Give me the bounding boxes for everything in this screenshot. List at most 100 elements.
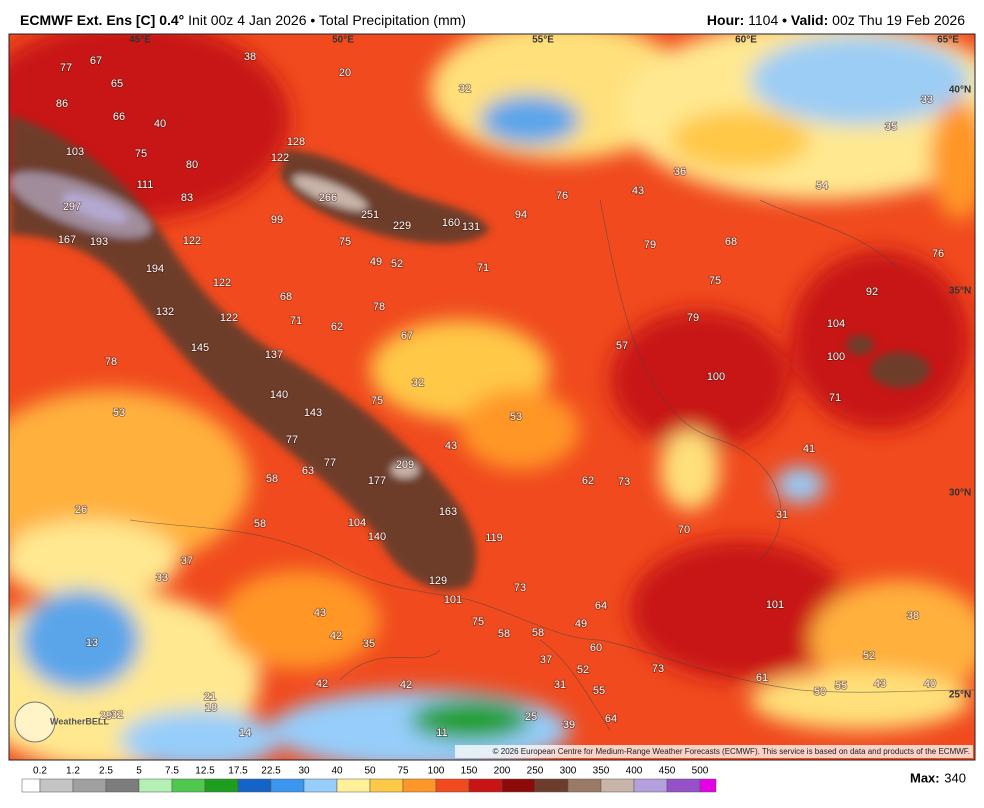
colorbar-swatch (666, 778, 701, 793)
precip-value: 42 (330, 630, 342, 642)
map-field (9, 34, 975, 760)
valid: 00z Thu 19 Feb 2026 (832, 12, 965, 28)
precip-value: 36 (674, 166, 686, 178)
precip-value: 38 (244, 51, 256, 63)
precip-value: 53 (113, 407, 125, 419)
colorbar-swatch (567, 778, 602, 793)
precip-value: 76 (932, 248, 944, 260)
credit: © 2026 European Centre for Medium-Range … (493, 747, 970, 756)
precip-value: 43 (445, 440, 457, 452)
hour: 1104 (748, 12, 778, 28)
colorbar-swatch (336, 778, 371, 793)
colorbar-swatch (204, 778, 239, 793)
precip-value: 35 (363, 638, 375, 650)
colorbar-swatch (21, 778, 41, 793)
precip-value: 101 (766, 599, 784, 611)
logo-badge (14, 701, 56, 743)
precip-value: 104 (348, 517, 366, 529)
precip-value: 66 (113, 111, 125, 123)
precip-value: 77 (286, 434, 298, 446)
precip-value: 163 (439, 506, 457, 518)
colorbar-swatch (72, 778, 107, 793)
precip-value: 43 (632, 185, 644, 197)
precip-value: 54 (816, 180, 828, 192)
colorbar-swatch (105, 778, 140, 793)
precip-value: 63 (302, 465, 314, 477)
longitude-label: 60°E (735, 35, 757, 46)
precip-value: 71 (477, 262, 489, 274)
precip-value: 67 (401, 330, 413, 342)
precip-value: 39 (563, 719, 575, 731)
precip-value: 71 (290, 315, 302, 327)
precip-value: 101 (444, 594, 462, 606)
colorbar-label: 150 (461, 766, 478, 777)
colorbar-swatch (303, 778, 338, 793)
precip-value: 122 (271, 152, 289, 164)
precip-value: 78 (105, 356, 117, 368)
precip-value: 52 (577, 664, 589, 676)
colorbar-label: 300 (560, 766, 577, 777)
precip-value: 25 (525, 711, 537, 723)
precip-value: 32 (459, 83, 471, 95)
precip-value: 77 (60, 62, 72, 74)
precip-value: 55 (835, 680, 847, 692)
precip-value: 58 (266, 473, 278, 485)
precip-value: 129 (429, 575, 447, 587)
precip-value: 79 (644, 239, 656, 251)
precip-value: 52 (391, 258, 403, 270)
longitude-label: 65°E (937, 35, 959, 46)
precip-value: 75 (339, 236, 351, 248)
precip-value: 13 (86, 637, 98, 649)
longitude-label: 50°E (332, 35, 354, 46)
precip-value: 32 (412, 377, 424, 389)
precip-value: 229 (393, 220, 411, 232)
precip-value: 194 (146, 263, 164, 275)
precip-value: 26 (75, 504, 87, 516)
colorbar-swatch (633, 778, 668, 793)
colorbar-label: 17.5 (228, 766, 248, 777)
precip-value: 62 (582, 475, 594, 487)
precip-value: 21 (204, 691, 216, 703)
precip-value: 65 (111, 78, 123, 90)
precip-value: 52 (863, 650, 875, 662)
precip-value: 251 (361, 209, 379, 221)
map-frame (8, 33, 976, 761)
precip-value: 58 (532, 627, 544, 639)
precip-value: 77 (324, 457, 336, 469)
colorbar-label: 22.5 (261, 766, 281, 777)
precip-value: 75 (135, 148, 147, 160)
colorbar-label: 40 (331, 766, 343, 777)
colorbar-swatch (402, 778, 437, 793)
precip-value: 75 (371, 395, 383, 407)
precip-value: 68 (725, 236, 737, 248)
colorbar-label: 7.5 (165, 766, 179, 777)
longitude-label: 45°E (129, 35, 151, 46)
precip-value: 40 (154, 118, 166, 130)
precip-value: 67 (90, 55, 102, 67)
precip-value: 131 (462, 221, 480, 233)
precip-value: 33 (921, 94, 933, 106)
colorbar-label: 2.5 (99, 766, 113, 777)
precip-value: 49 (575, 618, 587, 630)
precip-value: 37 (181, 555, 193, 567)
precip-value: 42 (316, 678, 328, 690)
precip-value: 111 (137, 179, 154, 191)
latitude-label: 35°N (949, 286, 971, 297)
precip-value: 80 (186, 159, 198, 171)
colorbar-swatch (468, 778, 503, 793)
precip-value: 78 (373, 301, 385, 313)
latitude-label: 25°N (949, 690, 971, 701)
precip-value: 145 (191, 342, 209, 354)
max-label: Max: (910, 770, 940, 785)
precip-value: 73 (618, 476, 630, 488)
precip-value: 119 (485, 532, 503, 544)
precip-value: 132 (156, 306, 174, 318)
precip-value: 266 (319, 192, 337, 204)
colorbar-swatch (39, 778, 74, 793)
precip-value: 122 (213, 277, 231, 289)
precip-value: 75 (709, 275, 721, 287)
precip-value: 68 (280, 291, 292, 303)
precip-value: 140 (270, 389, 288, 401)
